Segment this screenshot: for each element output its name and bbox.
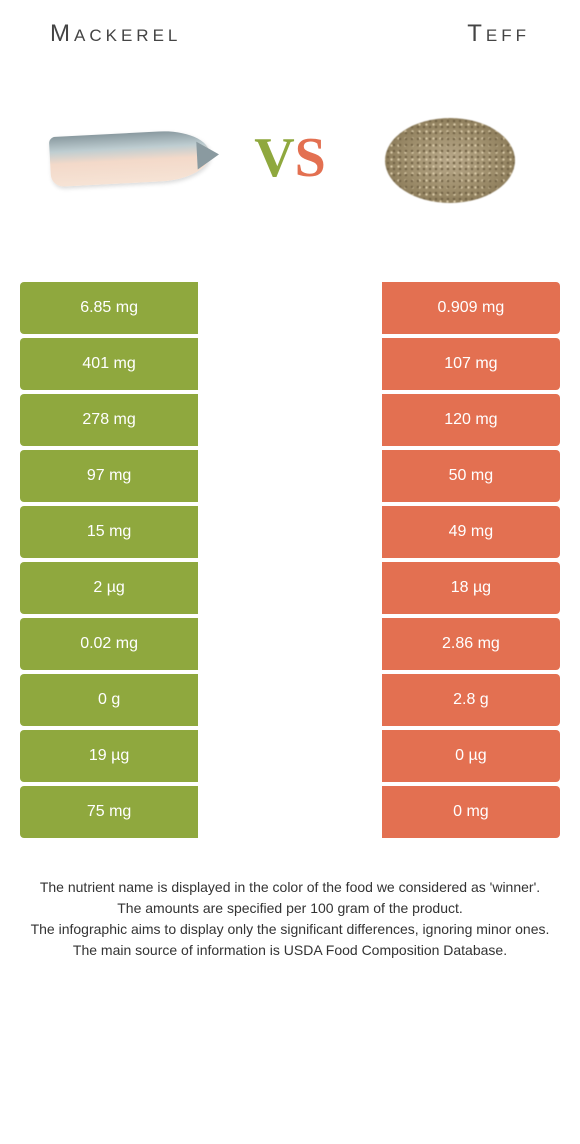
value-right: 120 mg [382, 394, 560, 446]
food-left-image [40, 98, 220, 218]
value-left: 278 mg [20, 394, 198, 446]
nutrient-name: Manganese [198, 618, 382, 670]
value-right: 107 mg [382, 338, 560, 390]
value-left: 0.02 mg [20, 618, 198, 670]
value-right: 2.8 g [382, 674, 560, 726]
nutrient-name: Cholesterol [198, 786, 382, 838]
value-right: 50 mg [382, 450, 560, 502]
value-right: 2.86 mg [382, 618, 560, 670]
teff-icon [375, 103, 525, 213]
footer-notes: The nutrient name is displayed in the co… [20, 877, 560, 961]
table-row: 97 mgMagnesium50 mg [20, 450, 560, 502]
header: Mackerel Teff [20, 20, 560, 58]
value-right: 0 µg [382, 730, 560, 782]
nutrient-name: Vitamin B12 [198, 730, 382, 782]
value-right: 49 mg [382, 506, 560, 558]
nutrient-name: Magnesium [198, 450, 382, 502]
table-row: 19 µgVitamin B120 µg [20, 730, 560, 782]
table-row: 278 mgPhosphorus120 mg [20, 394, 560, 446]
value-right: 18 µg [382, 562, 560, 614]
footer-line: The main source of information is USDA F… [25, 940, 555, 961]
table-row: 0.02 mgManganese2.86 mg [20, 618, 560, 670]
value-right: 0 mg [382, 786, 560, 838]
table-row: 75 mgCholesterol0 mg [20, 786, 560, 838]
nutrient-name: Fiber [198, 674, 382, 726]
nutrient-name: Calcium [198, 506, 382, 558]
value-left: 401 mg [20, 338, 198, 390]
value-left: 15 mg [20, 506, 198, 558]
vs-v-letter: V [254, 127, 294, 189]
vs-s-letter: S [295, 127, 326, 189]
table-row: 6.85 mgVitamin B30.909 mg [20, 282, 560, 334]
table-row: 401 mgPotassium107 mg [20, 338, 560, 390]
table-row: 2 µgFolate, total18 µg [20, 562, 560, 614]
vs-label: VS [254, 126, 326, 190]
value-left: 97 mg [20, 450, 198, 502]
value-right: 0.909 mg [382, 282, 560, 334]
nutrient-name: Vitamin B3 [198, 282, 382, 334]
food-right-title: Teff [467, 20, 530, 48]
value-left: 2 µg [20, 562, 198, 614]
value-left: 75 mg [20, 786, 198, 838]
food-right-image [360, 98, 540, 218]
value-left: 6.85 mg [20, 282, 198, 334]
nutrient-name: Folate, total [198, 562, 382, 614]
mackerel-icon [45, 123, 215, 193]
footer-line: The amounts are specified per 100 gram o… [25, 898, 555, 919]
footer-line: The infographic aims to display only the… [25, 919, 555, 940]
nutrient-name: Potassium [198, 338, 382, 390]
footer-line: The nutrient name is displayed in the co… [25, 877, 555, 898]
table-row: 0 gFiber2.8 g [20, 674, 560, 726]
nutrient-name: Phosphorus [198, 394, 382, 446]
value-left: 0 g [20, 674, 198, 726]
comparison-table: 6.85 mgVitamin B30.909 mg401 mgPotassium… [20, 278, 560, 842]
table-row: 15 mgCalcium49 mg [20, 506, 560, 558]
food-left-title: Mackerel [50, 20, 181, 48]
images-row: VS [20, 78, 560, 238]
value-left: 19 µg [20, 730, 198, 782]
